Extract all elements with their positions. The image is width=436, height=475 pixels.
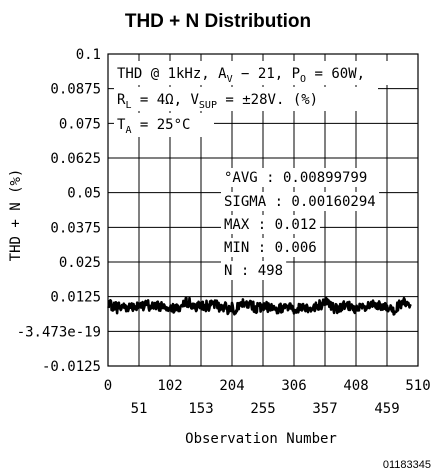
series-line: [107, 296, 412, 316]
condition-line-2: RL = 4Ω, VSUP = ±28V. (%): [117, 92, 318, 111]
test-conditions: THD @ 1kHz, AV − 21, PO = 60W, RL = 4Ω, …: [114, 61, 410, 137]
figure-code: 01183345: [383, 459, 431, 471]
annotation-line: MIN : 0.006: [224, 240, 317, 256]
condition-background: [114, 113, 214, 137]
x-tick-label: 102: [157, 378, 182, 394]
y-tick-label: 0.05: [67, 186, 101, 202]
condition-background: [114, 87, 378, 111]
annotation-line: N : 498: [224, 263, 283, 279]
statistics-annotation: °AVG : 0.00899799 SIGMA : 0.00160294 MAX :…: [221, 168, 380, 280]
annotation-background: [221, 192, 380, 211]
y-tick-label: -3.473e-19: [17, 324, 101, 340]
y-axis-label: THD + N (%): [8, 169, 24, 262]
annotation-line: °AVG : 0.00899799: [224, 170, 367, 186]
tick-labels: 0.1 0.0875 0.075 0.0625 0.05 0.0375 0.025 0.012…: [17, 47, 431, 417]
x-tick-label: 153: [188, 401, 213, 417]
y-tick-label: 0.075: [59, 116, 101, 132]
chart-title: THD + N Distribution: [125, 11, 311, 32]
annotation-background: [221, 238, 320, 257]
annotation-background: [221, 215, 320, 234]
y-tick-label: 0.0375: [50, 220, 101, 236]
x-tick-label: 510: [405, 378, 430, 394]
condition-line-3: TA = 25°C: [117, 117, 190, 136]
annotation-line: MAX : 0.012: [224, 217, 317, 233]
condition-line-1: THD @ 1kHz, AV − 21, PO = 60W,: [117, 66, 365, 85]
annotation-background: [221, 168, 371, 187]
y-tick-label: 0.0875: [50, 82, 101, 98]
annotation-line: SIGMA : 0.00160294: [224, 194, 376, 210]
x-tick-label: 459: [374, 401, 399, 417]
x-tick-label: 51: [131, 401, 148, 417]
x-tick-label: 408: [343, 378, 368, 394]
x-tick-label: 357: [312, 401, 337, 417]
data-series: [107, 296, 412, 316]
x-tick-label: 255: [250, 401, 275, 417]
y-tick-label: 0.1: [76, 47, 101, 63]
y-tick-label: 0.0125: [50, 290, 101, 306]
y-tick-label: 0.0625: [50, 151, 101, 167]
y-tick-label: -0.0125: [42, 359, 101, 375]
x-tick-label: 204: [219, 378, 244, 394]
condition-background: [114, 61, 410, 85]
x-tick-label: 0: [104, 378, 112, 394]
y-tick-label: 0.025: [59, 255, 101, 271]
annotation-background: [221, 261, 287, 280]
x-tick-label: 306: [281, 378, 306, 394]
plot-frame: [107, 53, 419, 367]
x-axis-label: Observation Number: [185, 431, 337, 447]
